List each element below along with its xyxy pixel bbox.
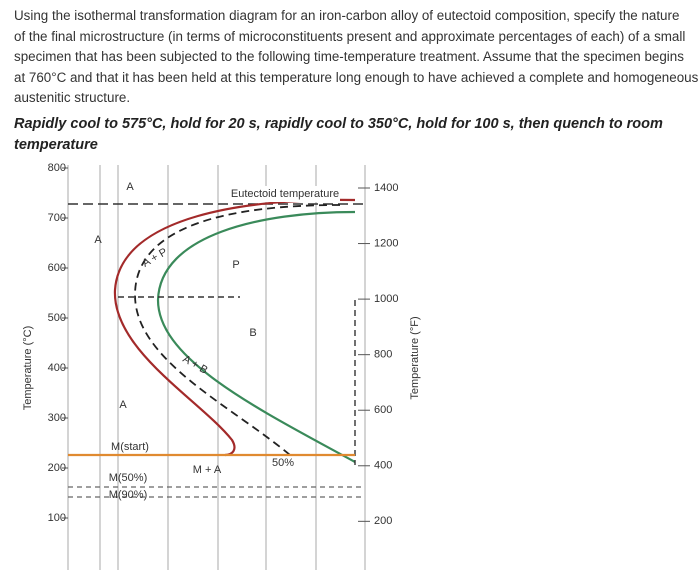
region-label: A (94, 234, 102, 246)
celsius-tick-label: 800 (48, 162, 66, 174)
fahrenheit-tick-label: 1000 (374, 293, 398, 305)
fahrenheit-tick-label: 400 (374, 460, 392, 472)
grid (67, 165, 366, 570)
region-label: M + A (193, 464, 222, 476)
region-label: M(50%) (109, 472, 148, 484)
region-label: M(90%) (109, 489, 148, 501)
region-label: 50% (272, 457, 294, 469)
treatment-line: Rapidly cool to 575°C, hold for 20 s, ra… (14, 116, 663, 132)
fahrenheit-tick-label: 1400 (374, 182, 398, 194)
celsius-tick-label: 100 (48, 512, 66, 524)
curves (68, 198, 365, 498)
celsius-tick-label: 500 (48, 312, 66, 324)
region-label: A (126, 181, 134, 193)
celsius-tick-label: 400 (48, 362, 66, 374)
question-line: of the final microstructure (in terms of… (14, 28, 686, 44)
region-label: A + P (140, 246, 169, 270)
region-label: Eutectoid temperature (231, 188, 339, 200)
celsius-tick-label: 300 (48, 412, 66, 424)
region-label: A (119, 399, 127, 411)
celsius-tick-label: 200 (48, 462, 66, 474)
y-label-left: Temperature (°C) (22, 326, 34, 410)
treatment-line: temperature (14, 137, 98, 153)
treatment: Rapidly cool to 575°C, hold for 20 s, ra… (14, 114, 663, 156)
celsius-tick-label: 600 (48, 262, 66, 274)
fahrenheit-tick-label: 1200 (374, 237, 398, 249)
question-line: austenitic structure. (14, 90, 131, 105)
region-label: A + B (181, 353, 210, 377)
question-line: at 760°C and that it has been held at th… (14, 69, 699, 85)
fahrenheit-tick-label: 600 (374, 404, 392, 416)
region-label: B (249, 327, 256, 339)
y-label-right: Temperature (°F) (409, 316, 421, 399)
question-line: specimen that has been subjected to the … (14, 49, 684, 64)
fahrenheit-tick-label: 200 (374, 515, 392, 527)
question-line: Using the isothermal transformation diag… (14, 8, 680, 23)
celsius-tick-label: 700 (48, 212, 66, 224)
region-label: M(start) (111, 441, 149, 453)
question: Using the isothermal transformation diag… (14, 6, 698, 109)
region-label: P (232, 259, 239, 271)
fahrenheit-tick-label: 800 (374, 349, 392, 361)
label-bg (230, 186, 340, 202)
